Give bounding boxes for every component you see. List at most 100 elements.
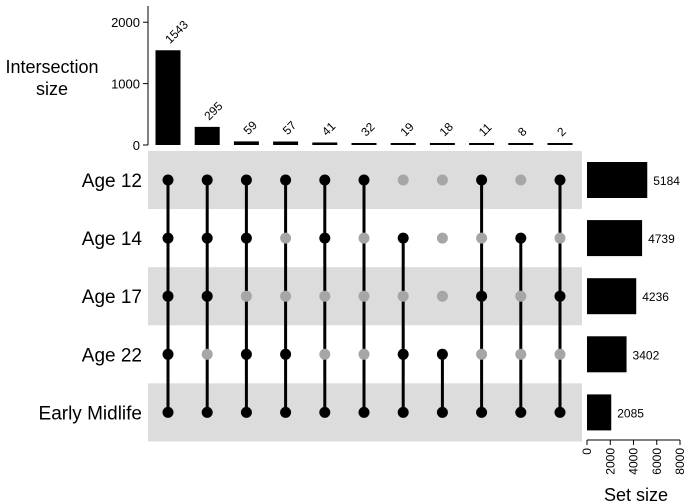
matrix-dot-inactive	[358, 232, 370, 244]
intersection-size-label-line1: Intersection	[5, 57, 98, 77]
matrix-dot-active	[358, 174, 370, 186]
matrix-dot-active	[319, 174, 331, 186]
intersection-axis-tick-label: 1000	[111, 77, 140, 92]
matrix-dot-inactive	[319, 348, 331, 360]
matrix-dot-active	[162, 232, 174, 244]
matrix-dot-active	[397, 348, 409, 360]
matrix-dot-inactive	[319, 290, 331, 302]
matrix-dot-inactive	[554, 348, 566, 360]
matrix-dot-inactive	[397, 174, 409, 186]
intersection-bar-label: 57	[280, 118, 300, 138]
set-label: Age 12	[82, 171, 142, 192]
set-size-axis-label: Set size	[604, 485, 668, 504]
intersection-axis-tick-label: 2000	[111, 15, 140, 30]
intersection-bar-label: 295	[201, 99, 225, 123]
matrix-dot-active	[436, 406, 448, 418]
intersection-bar	[469, 143, 495, 145]
set-size-axis: 0 2000 4000 6000 8000	[580, 439, 685, 475]
matrix-dot-active	[319, 406, 331, 418]
intersection-bar	[194, 126, 220, 145]
matrix-dot-inactive	[515, 348, 527, 360]
matrix-dot-active	[280, 406, 292, 418]
matrix-dot-active	[554, 174, 566, 186]
matrix-dot-active	[201, 232, 213, 244]
matrix-dot-active	[397, 406, 409, 418]
set-size-bar	[587, 278, 637, 315]
matrix-dot-active	[515, 406, 527, 418]
intersection-bar-label: 18	[437, 120, 457, 140]
set-size-axis-tick-label: 6000	[650, 448, 664, 475]
set-size-bar	[587, 220, 643, 257]
set-size-bar	[587, 162, 648, 198]
matrix-dot-inactive	[240, 290, 252, 302]
matrix-dot-active	[201, 406, 213, 418]
matrix-dot-inactive	[436, 290, 448, 302]
matrix-dot-active	[280, 174, 292, 186]
matrix-dot-inactive	[476, 348, 488, 360]
intersection-bar	[390, 143, 416, 145]
matrix-dot-inactive	[554, 232, 566, 244]
set-size-bar-label: 2085	[617, 406, 644, 420]
set-size-bar-label: 3402	[633, 348, 660, 362]
set-size-bars: 5184 4739 4236 3402 2085	[587, 162, 680, 431]
matrix-dot-inactive	[476, 232, 488, 244]
set-size-bar	[587, 336, 627, 373]
set-label: Age 17	[82, 287, 142, 308]
matrix-dot-inactive	[436, 232, 448, 244]
set-size-bar-label: 4236	[642, 290, 669, 304]
intersection-bar-label: 1543	[162, 17, 191, 46]
intersection-axis-tick-label: 0	[133, 138, 140, 153]
intersection-bar-label: 32	[358, 120, 378, 140]
matrix-dot-inactive	[358, 290, 370, 302]
set-size-bar-label: 4739	[648, 232, 675, 246]
matrix-dot-active	[358, 406, 370, 418]
set-size-axis-tick-label: 0	[580, 448, 594, 455]
matrix-dot-active	[240, 174, 252, 186]
matrix-dot-active	[319, 232, 331, 244]
matrix-dot-inactive	[436, 174, 448, 186]
intersection-bar-label: 11	[476, 120, 495, 139]
intersection-bar-label: 8	[515, 124, 530, 139]
matrix-dot-active	[476, 406, 488, 418]
matrix-dot-inactive	[201, 348, 213, 360]
set-size-axis-tick-label: 2000	[603, 448, 617, 475]
matrix-dot-active	[476, 174, 488, 186]
intersection-bar-label: 2	[554, 124, 569, 139]
matrix-dot-active	[515, 232, 527, 244]
matrix-dot-inactive	[280, 290, 292, 302]
intersection-bar	[547, 143, 573, 145]
matrix-dot-active	[476, 290, 488, 302]
intersection-size-axis: 0 1000 2000	[111, 6, 149, 153]
set-label: Age 22	[82, 345, 142, 366]
matrix-dot-inactive	[280, 232, 292, 244]
matrix-dot-active	[162, 174, 174, 186]
matrix-dot-active	[436, 348, 448, 360]
matrix-dot-active	[280, 348, 292, 360]
matrix-dot-active	[201, 290, 213, 302]
intersection-size-label-line2: size	[36, 79, 68, 99]
intersection-bar	[233, 141, 259, 145]
intersection-bar	[273, 141, 299, 145]
matrix-dot-active	[397, 232, 409, 244]
set-size-bar-label: 5184	[653, 174, 680, 188]
matrix-dot-inactive	[515, 174, 527, 186]
intersection-bar	[155, 50, 181, 145]
matrix-dot-active	[554, 406, 566, 418]
set-size-bar	[587, 394, 612, 431]
intersection-bar-label: 19	[397, 120, 417, 140]
intersection-bar-label: 41	[319, 119, 339, 139]
matrix-dot-inactive	[397, 290, 409, 302]
matrix-dot-active	[240, 406, 252, 418]
matrix-dot-inactive	[515, 290, 527, 302]
intersection-bar	[508, 143, 534, 145]
matrix-dot-active	[162, 406, 174, 418]
intersection-bar	[312, 142, 338, 145]
membership-matrix	[162, 174, 566, 418]
set-labels: Age 12 Age 14 Age 17 Age 22 Early Midlife	[39, 171, 143, 424]
matrix-dot-active	[554, 290, 566, 302]
matrix-dot-active	[162, 290, 174, 302]
set-size-axis-tick-label: 8000	[673, 448, 685, 475]
set-label: Early Midlife	[39, 403, 142, 424]
matrix-dot-active	[162, 348, 174, 360]
